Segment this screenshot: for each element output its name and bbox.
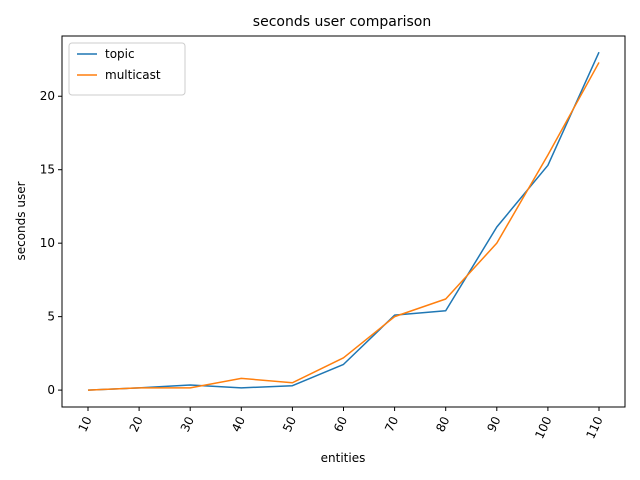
series-line-multicast xyxy=(87,62,600,391)
y-tick-label: 10 xyxy=(40,236,55,250)
x-tick-label: 80 xyxy=(433,414,452,434)
y-tick-label: 20 xyxy=(40,89,55,103)
series-layer xyxy=(87,51,600,391)
x-axis-label: entities xyxy=(321,451,366,465)
x-tick-label: 60 xyxy=(331,414,350,434)
legend-box xyxy=(68,42,186,96)
y-axis: 0 5 10 15 20 xyxy=(40,89,62,397)
x-tick-label: 40 xyxy=(229,414,248,434)
x-tick-label: 10 xyxy=(76,414,95,434)
chart-title: seconds user comparison xyxy=(253,14,431,30)
x-tick-label: 110 xyxy=(583,414,605,441)
x-tick-label: 50 xyxy=(280,414,299,434)
y-tick-label: 5 xyxy=(47,310,55,324)
legend-label-topic: topic xyxy=(105,47,135,61)
x-tick-label: 30 xyxy=(178,414,197,434)
legend-label-multicast: multicast xyxy=(105,68,161,82)
y-axis-label: seconds user xyxy=(14,181,28,260)
x-tick-label: 100 xyxy=(532,414,554,441)
legend: topic multicast xyxy=(68,42,186,96)
x-tick-label: 70 xyxy=(382,414,401,434)
y-tick-label: 15 xyxy=(40,163,55,177)
series-line-topic xyxy=(87,51,600,391)
x-tick-label: 20 xyxy=(127,414,146,434)
y-tick-label: 0 xyxy=(47,383,55,397)
x-tick-label: 90 xyxy=(484,414,503,434)
x-axis: 10 20 30 40 50 60 70 80 90 100 110 xyxy=(76,407,606,441)
